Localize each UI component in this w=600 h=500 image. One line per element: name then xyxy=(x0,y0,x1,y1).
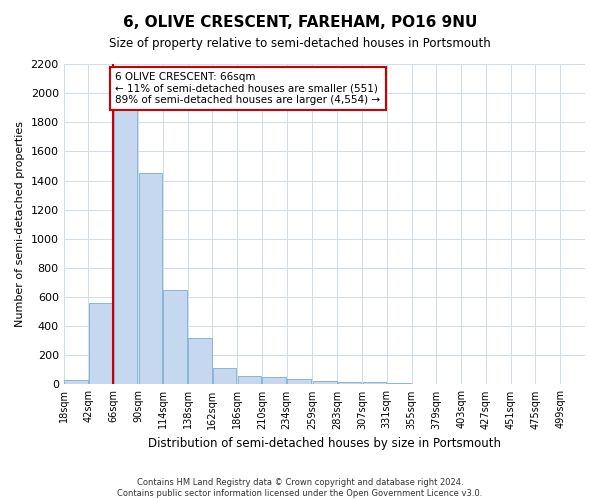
Bar xyxy=(64,380,88,384)
Bar xyxy=(114,100,137,385)
Text: Size of property relative to semi-detached houses in Portsmouth: Size of property relative to semi-detach… xyxy=(109,38,491,51)
Bar xyxy=(313,381,337,384)
Bar xyxy=(89,303,113,384)
Bar xyxy=(287,378,311,384)
Bar xyxy=(163,290,187,384)
Bar xyxy=(238,376,261,384)
Bar xyxy=(139,173,162,384)
Text: 6, OLIVE CRESCENT, FAREHAM, PO16 9NU: 6, OLIVE CRESCENT, FAREHAM, PO16 9NU xyxy=(123,15,477,30)
Bar xyxy=(362,382,386,384)
Bar xyxy=(262,377,286,384)
Text: 6 OLIVE CRESCENT: 66sqm
← 11% of semi-detached houses are smaller (551)
89% of s: 6 OLIVE CRESCENT: 66sqm ← 11% of semi-de… xyxy=(115,72,380,105)
Text: Contains HM Land Registry data © Crown copyright and database right 2024.
Contai: Contains HM Land Registry data © Crown c… xyxy=(118,478,482,498)
Bar xyxy=(338,382,361,384)
Bar xyxy=(188,338,212,384)
Y-axis label: Number of semi-detached properties: Number of semi-detached properties xyxy=(15,121,25,327)
X-axis label: Distribution of semi-detached houses by size in Portsmouth: Distribution of semi-detached houses by … xyxy=(148,437,501,450)
Bar xyxy=(213,368,236,384)
